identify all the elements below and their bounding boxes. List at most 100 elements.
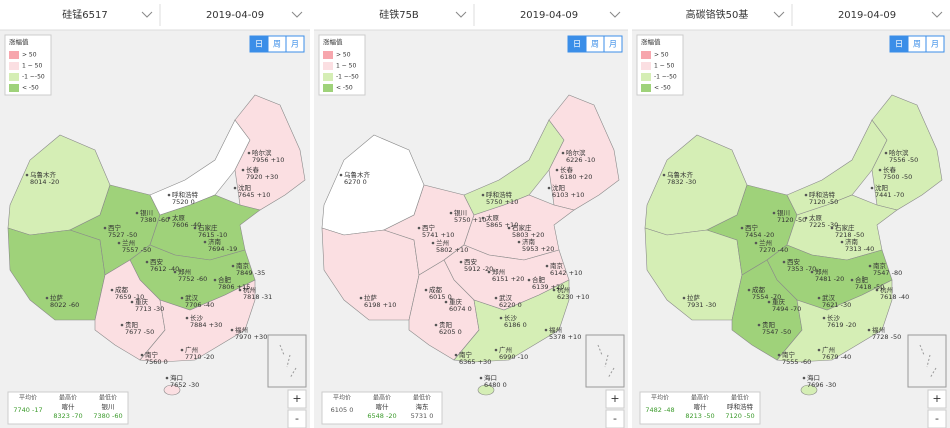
summary-value: 7482 -48 <box>645 406 674 414</box>
city-value: 6142 +10 <box>550 269 582 277</box>
city-name: 长沙 <box>827 313 841 322</box>
city-dot <box>247 151 251 155</box>
tab-button[interactable] <box>925 35 945 53</box>
city-dot <box>810 270 814 274</box>
city-name: 呼和浩特 <box>172 190 199 199</box>
city-name: 西宁 <box>745 223 759 232</box>
legend-swatch <box>641 51 651 59</box>
tab-button[interactable] <box>603 35 623 53</box>
zoom-label[interactable]: - <box>295 412 299 425</box>
city-value: 7520 0 <box>172 198 195 206</box>
city-value: 7353 -70 <box>787 265 816 273</box>
city-value: 6139 +20 <box>532 283 564 291</box>
zoom-button[interactable] <box>605 409 625 428</box>
zoom-label[interactable]: + <box>610 392 619 405</box>
summary-label: 最低价 <box>731 394 749 402</box>
city-dot <box>449 211 453 215</box>
tab-label[interactable]: 月 <box>931 40 939 49</box>
province <box>163 384 181 396</box>
legend-swatch <box>323 84 333 92</box>
date-select[interactable]: 2019-04-09 <box>206 10 264 21</box>
product-select[interactable]: 硅锰6517 <box>62 8 107 21</box>
tab-label[interactable]: 周 <box>591 40 599 49</box>
city-name: 西安 <box>464 257 478 266</box>
city-dot <box>507 226 511 230</box>
summary-label: 最高价 <box>691 394 709 402</box>
zoom-button[interactable] <box>287 409 307 428</box>
zoom-label[interactable]: - <box>935 412 939 425</box>
city-dot <box>804 216 808 220</box>
city-value: 6186 0 <box>504 321 527 329</box>
summary-value: 7740 -17 <box>13 406 42 414</box>
city-value: 7481 -20 <box>815 275 844 283</box>
city-name: 贵阳 <box>125 320 138 329</box>
tab-label[interactable]: 日 <box>895 40 903 49</box>
summary-box <box>321 391 443 425</box>
city-value: 7418 -50 <box>855 283 884 291</box>
city-dot <box>867 328 871 332</box>
zoom-button[interactable] <box>287 389 307 409</box>
city-name: 长春 <box>560 165 574 174</box>
legend-swatch <box>323 62 333 70</box>
city-value: 7557 -50 <box>122 246 151 254</box>
chevron <box>141 11 153 18</box>
city-value: 5865 +10 <box>486 221 518 229</box>
province <box>139 279 256 363</box>
chevron <box>291 11 303 18</box>
zoom-button[interactable] <box>927 409 947 428</box>
legend-swatch <box>9 51 19 59</box>
tab-label[interactable]: 周 <box>913 40 921 49</box>
city-name: 重庆 <box>772 297 786 306</box>
city-name: 成都 <box>752 285 766 294</box>
tab-label[interactable]: 日 <box>573 40 581 49</box>
zoom-button[interactable] <box>605 389 625 409</box>
city-dot <box>555 168 559 172</box>
inset-box <box>267 334 307 388</box>
header <box>632 0 950 30</box>
date-select[interactable]: 2019-04-09 <box>838 10 896 21</box>
city-name: 西宁 <box>422 223 436 232</box>
city-dot <box>870 186 874 190</box>
tab-label[interactable]: 周 <box>273 40 281 49</box>
zoom-button[interactable] <box>927 389 947 409</box>
city-value: 7494 -70 <box>772 305 801 313</box>
summary-label: 平均价 <box>19 394 37 402</box>
product-select[interactable]: 硅铁75B <box>379 8 419 21</box>
city-name: 拉萨 <box>687 293 701 302</box>
city-name: 武汉 <box>822 293 836 302</box>
tab-label[interactable]: 月 <box>609 40 617 49</box>
city-value: 6365 +30 <box>459 358 491 366</box>
city-dot <box>817 296 821 300</box>
city-value: 7218 -50 <box>835 231 864 239</box>
city-name: 长春 <box>883 165 897 174</box>
summary-value: 6105 0 <box>331 406 354 414</box>
city-name: 银川 <box>140 208 153 217</box>
zoom-label[interactable]: + <box>932 392 941 405</box>
city-value: 7679 -40 <box>822 353 851 361</box>
city-dot <box>339 173 343 177</box>
summary-value: 7380 -60 <box>93 412 122 420</box>
city-name: 南京 <box>873 261 887 270</box>
tab-label[interactable]: 月 <box>291 40 299 49</box>
summary-label: 最高价 <box>373 394 391 402</box>
city-value: 7652 -30 <box>170 381 199 389</box>
city-dot <box>561 151 565 155</box>
city-name: 重庆 <box>449 297 463 306</box>
city-name: 海口 <box>170 373 183 382</box>
city-value: 7956 +10 <box>252 156 284 164</box>
tab-label[interactable]: 日 <box>255 40 263 49</box>
zoom-label[interactable]: - <box>613 412 617 425</box>
zoom-label[interactable]: + <box>292 392 301 405</box>
city-dot <box>552 288 556 292</box>
date-select[interactable]: 2019-04-09 <box>520 10 578 21</box>
legend-title: 涨幅值 <box>641 37 661 46</box>
tab-button[interactable] <box>285 35 305 53</box>
legend-label: > 50 <box>654 52 669 59</box>
city-name: 南宁 <box>782 350 796 359</box>
city-name: 合肥 <box>218 275 232 284</box>
product-select[interactable]: 高碳铬铁50基 <box>686 8 749 21</box>
city-value: 7677 -50 <box>125 328 154 336</box>
